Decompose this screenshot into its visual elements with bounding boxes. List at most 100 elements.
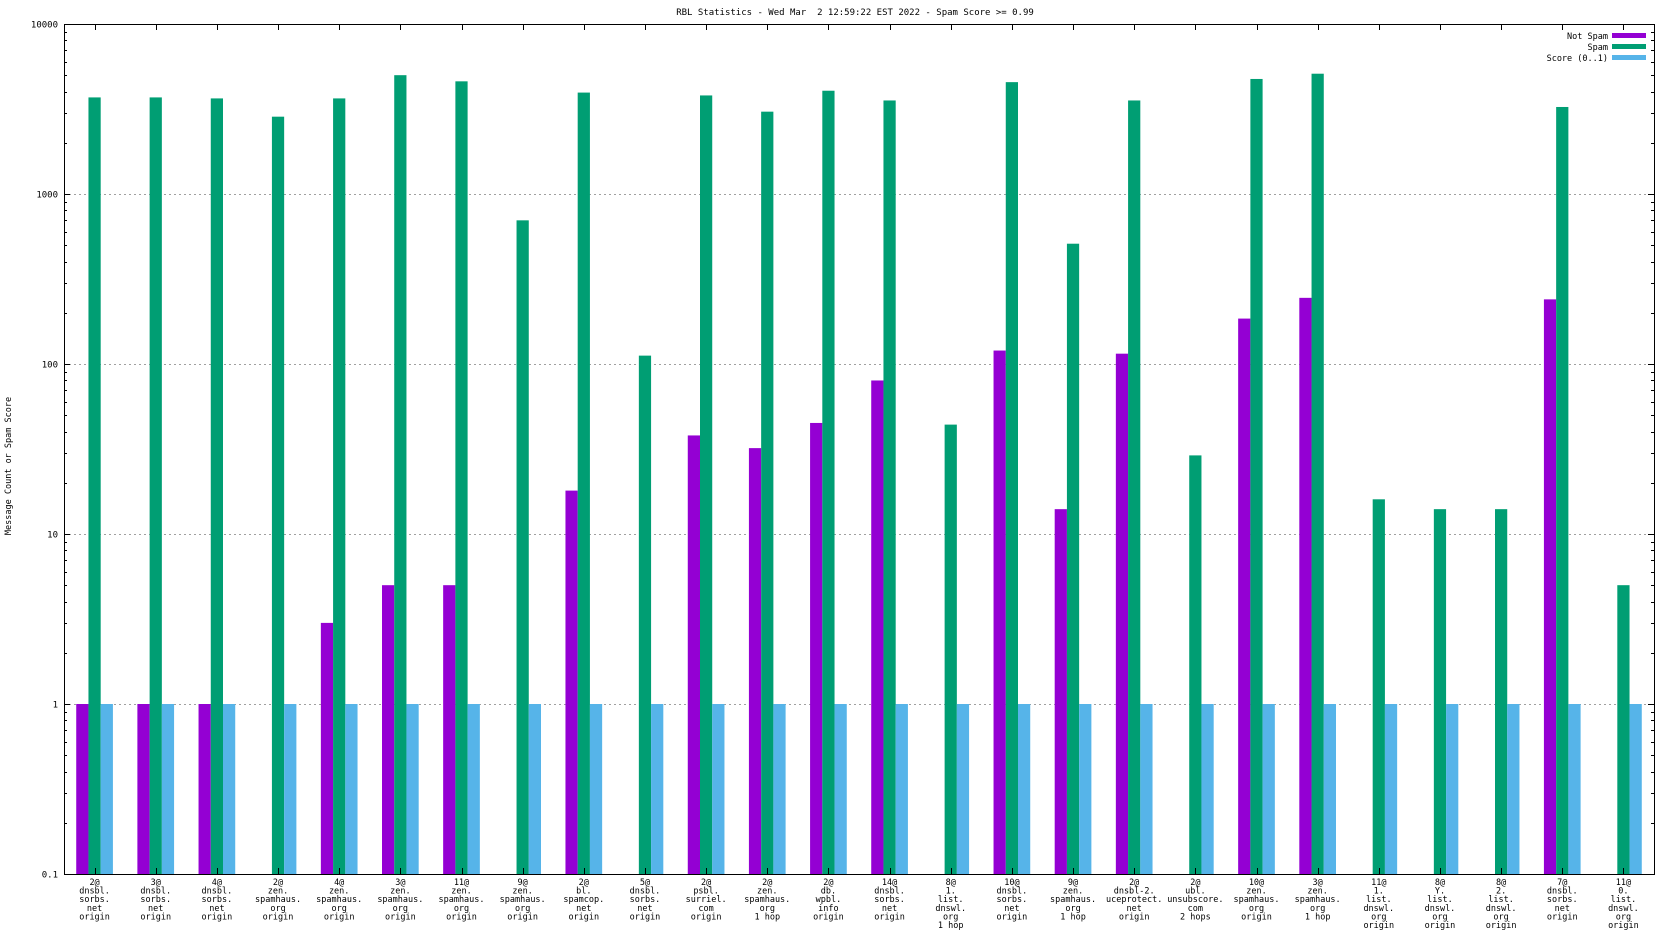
bar-score-0-1 xyxy=(1201,704,1214,874)
x-tick-label-line: 2@ xyxy=(579,878,589,888)
bar-score-0-1 xyxy=(1629,704,1642,874)
x-tick-label-line: zen. xyxy=(451,887,471,897)
x-tick-label-line: 0. xyxy=(1618,887,1628,897)
x-tick-label-line: 11@ xyxy=(1371,878,1386,888)
bar-score-0-1 xyxy=(834,704,847,874)
x-tick-label-line: 1 hop xyxy=(754,912,780,922)
x-tick-label-line: dnswl. xyxy=(935,904,966,914)
x-tick-label-line: 1. xyxy=(1374,887,1384,897)
bar-spam xyxy=(1311,73,1324,874)
legend-label: Not Spam xyxy=(1567,32,1608,42)
x-tick-label-line: info xyxy=(818,904,838,914)
x-tick-label-line: 10@ xyxy=(1004,878,1019,888)
bar-not-spam xyxy=(993,350,1006,874)
bar-not-spam xyxy=(198,704,211,874)
bar-spam xyxy=(1189,455,1202,874)
bar-score-0-1 xyxy=(467,704,480,874)
x-tick-label-line: origin xyxy=(385,912,416,922)
bar-spam xyxy=(149,97,162,874)
x-tick-label-line: zen. xyxy=(268,887,288,897)
x-tick-label: 8@ 2. list. dnswl. org origin xyxy=(1486,878,1517,931)
x-tick-label-line: org xyxy=(270,904,285,914)
bar-not-spam xyxy=(382,585,395,874)
x-tick-label: 3@ zen. spamhaus. org 1 hop xyxy=(1295,878,1341,922)
x-tick-label-line: 2. xyxy=(1496,887,1506,897)
bar-spam xyxy=(1250,78,1263,874)
bar-spam xyxy=(394,75,407,875)
x-tick-label: 2@ bl. spamcop. net origin xyxy=(563,878,604,922)
x-tick-label-line: origin xyxy=(1486,921,1517,931)
x-tick-label: 2@ zen. spamhaus. org 1 hop xyxy=(744,878,790,922)
bar-score-0-1 xyxy=(1323,704,1336,874)
x-tick-label-line: 11@ xyxy=(454,878,469,888)
x-tick-label-line: origin xyxy=(1363,921,1394,931)
bar-score-0-1 xyxy=(284,704,297,874)
x-tick-label-line: origin xyxy=(140,912,171,922)
x-tick-label-line: zen. xyxy=(1307,887,1327,897)
x-tick-label-line: 2 hops xyxy=(1180,912,1211,922)
x-tick-label-line: 2@ xyxy=(701,878,711,888)
x-tick-label-line: db. xyxy=(821,887,836,897)
x-tick-label-line: net xyxy=(637,904,652,914)
x-tick-label-line: sorbs. xyxy=(630,895,661,905)
x-tick-label: 3@ zen. spamhaus. org origin xyxy=(377,878,423,922)
x-tick-label-line: net xyxy=(209,904,224,914)
bar-score-0-1 xyxy=(406,704,419,874)
x-tick-label-line: net xyxy=(576,904,591,914)
x-tick-label-line: origin xyxy=(507,912,538,922)
x-tick-label-line: wpbl. xyxy=(816,895,842,905)
x-tick-label: 4@ zen. spamhaus. org origin xyxy=(316,878,362,922)
legend-swatch xyxy=(1612,44,1646,49)
x-tick-label: 8@ 1. list. dnswl. org 1 hop xyxy=(935,878,966,931)
x-tick-label-line: origin xyxy=(446,912,477,922)
bar-spam xyxy=(1128,100,1141,874)
bar-spam xyxy=(333,98,346,874)
x-tick-label-line: org xyxy=(1493,912,1508,922)
x-tick-label: 11@ zen. spamhaus. org origin xyxy=(438,878,484,922)
y-tick-label: 10000 xyxy=(31,21,58,31)
x-tick-label-line: 8@ xyxy=(946,878,956,888)
legend-label: Score (0..1) xyxy=(1547,54,1608,64)
x-tick-label-line: spamhaus. xyxy=(1295,895,1341,905)
bar-spam xyxy=(700,95,713,874)
bar-not-spam xyxy=(748,448,762,874)
x-tick-label-line: 9@ xyxy=(518,878,528,888)
x-tick-label-line: spamhaus. xyxy=(316,895,362,905)
x-tick-label-line: spamhaus. xyxy=(1050,895,1096,905)
x-tick-label-line: zen. xyxy=(329,887,349,897)
bar-spam xyxy=(271,116,285,875)
x-tick-label-line: origin xyxy=(568,912,599,922)
x-tick-label-line: 2@ xyxy=(273,878,283,888)
x-tick-label-line: org xyxy=(393,904,408,914)
bar-not-spam xyxy=(1299,297,1312,875)
bar-spam xyxy=(577,92,590,874)
x-tick-label-line: origin xyxy=(630,912,661,922)
x-tick-label: 4@ dnsbl. sorbs. net origin xyxy=(202,878,233,922)
x-tick-label-line: com xyxy=(698,904,713,914)
x-tick-label-line: org xyxy=(515,904,530,914)
x-tick-label-line: uceprotect. xyxy=(1106,895,1162,905)
x-tick-label-line: origin xyxy=(997,912,1028,922)
x-tick-label: 10@ zen. spamhaus. org origin xyxy=(1233,878,1279,922)
x-tick-label-line: origin xyxy=(1608,921,1639,931)
x-tick-label-line: 1. xyxy=(946,887,956,897)
bar-score-0-1 xyxy=(1140,704,1153,874)
bar-score-0-1 xyxy=(1446,704,1459,874)
bar-not-spam xyxy=(1238,318,1251,875)
bar-score-0-1 xyxy=(100,704,113,874)
y-tick-label: 1 xyxy=(53,701,58,711)
x-tick-label-line: sorbs. xyxy=(1547,895,1578,905)
x-tick-label-line: 1 hop xyxy=(1305,912,1331,922)
x-tick-label-line: org xyxy=(454,904,469,914)
x-tick-label-line: zen. xyxy=(390,887,410,897)
x-tick-label-line: 2@ xyxy=(762,878,772,888)
x-tick-label-line: org xyxy=(1065,904,1080,914)
y-axis-label: Message Count or Spam Score xyxy=(4,397,14,535)
x-tick-label-line: net xyxy=(882,904,897,914)
x-tick-label-line: origin xyxy=(691,912,722,922)
x-tick-label-line: dnsbl. xyxy=(997,887,1028,897)
x-tick-label-line: sorbs. xyxy=(140,895,171,905)
x-tick-label-line: dnsbl. xyxy=(202,887,233,897)
